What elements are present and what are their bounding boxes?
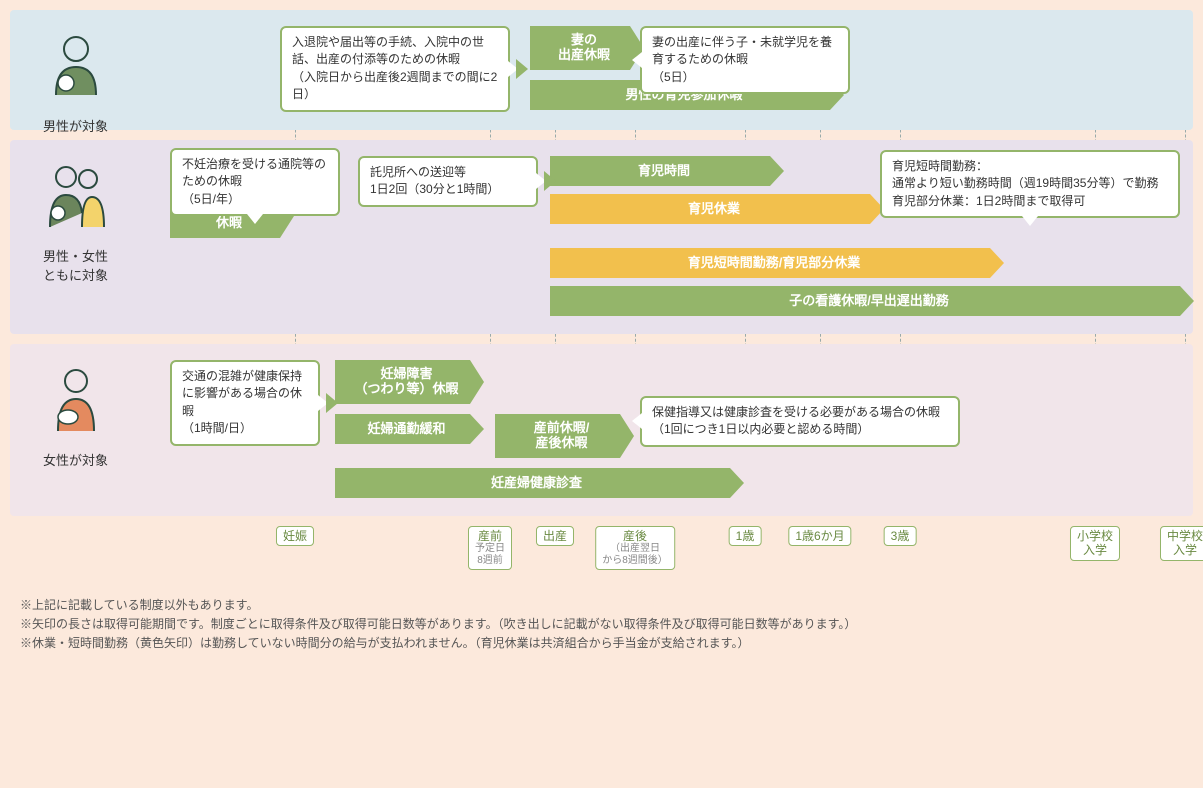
callout: 保健指導又は健康診査を受ける必要がある場合の休暇 （1回につき1日以内必要と認め… [640, 396, 960, 447]
callout: 不妊治療を受ける通院等のための休暇 （5日/年） [170, 148, 340, 216]
note-1: ※上記に記載している制度以外もあります。 [20, 596, 1193, 615]
arrow: 妊婦通勤緩和 [335, 414, 470, 444]
callout: 入退院や届出等の手続、入院中の世話、出産の付添等のための休暇 （入院日から出産後… [280, 26, 510, 112]
rows-male: 妻の 出産休暇男性の育児参加休暇入退院や届出等の手続、入院中の世話、出産の付添等… [140, 26, 1183, 112]
axis-label: 出産 [536, 526, 574, 546]
arrow: 育児短時間勤務/育児部分休業 [550, 248, 990, 278]
section-female: 女性が対象 妊婦障害 （つわり等）休暇妊婦通勤緩和産前休暇/ 産後休暇妊産婦健康… [10, 344, 1193, 516]
aside-both: 男性・女性 ともに対象 [18, 150, 133, 284]
axis-label: 妊娠 [276, 526, 314, 546]
arrow: 妊産婦健康診査 [335, 468, 730, 498]
callout: 託児所への送迎等 1日2回（30分と1時間） [358, 156, 538, 207]
illus-both [31, 150, 121, 240]
arrow-row: 妊産婦健康診査 [140, 468, 1183, 500]
axis-label: 中学校入学 [1160, 526, 1203, 561]
rows-female: 妊婦障害 （つわり等）休暇妊婦通勤緩和産前休暇/ 産後休暇妊産婦健康診査交通の混… [140, 360, 1183, 500]
footnotes: ※上記に記載している制度以外もあります。 ※矢印の長さは取得可能期間です。制度ご… [20, 596, 1193, 654]
axis-label: 産後（出産翌日から8週間後） [595, 526, 675, 570]
aside-both-label: 男性・女性 ともに対象 [18, 246, 133, 284]
arrow-row: 育児短時間勤務/育児部分休業 [140, 248, 1183, 280]
aside-male-label: 男性が対象 [18, 116, 133, 135]
note-2: ※矢印の長さは取得可能期間です。制度ごとに取得条件及び取得可能日数等があります。… [20, 615, 1193, 634]
note-3: ※休業・短時間勤務（黄色矢印）は勤務していない時間分の給与が支払われません。（育… [20, 634, 1193, 653]
aside-male: 男性が対象 [18, 20, 133, 135]
arrow-row: 子の看護休暇/早出遅出勤務 [140, 286, 1183, 318]
illus-female [31, 354, 121, 444]
arrow: 妊婦障害 （つわり等）休暇 [335, 360, 470, 404]
section-both: 男性・女性 ともに対象 育児時間出生サポート 休暇育児休業育児短時間勤務/育児部… [10, 140, 1193, 334]
timeline-axis: 妊娠 産前予定日8週前 出産 産後（出産翌日から8週間後） 1歳 1歳6か月 3歳 小学校入学… [140, 526, 1193, 586]
rows-both: 育児時間出生サポート 休暇育児休業育児短時間勤務/育児部分休業子の看護休暇/早出… [140, 156, 1183, 318]
aside-female-label: 女性が対象 [18, 450, 133, 469]
axis-label: 1歳 [729, 526, 762, 546]
arrow: 産前休暇/ 産後休暇 [495, 414, 620, 458]
axis-label: 3歳 [884, 526, 917, 546]
callout: 育児短時間勤務： 通常より短い勤務時間（週19時間35分等）で勤務 育児部分休業… [880, 150, 1180, 218]
axis-label: 小学校入学 [1070, 526, 1120, 561]
aside-female: 女性が対象 [18, 354, 133, 469]
callout: 交通の混雑が健康保持に影響がある場合の休暇 （1時間/日） [170, 360, 320, 446]
callout: 妻の出産に伴う子・未就学児を養育するための休暇 （5日） [640, 26, 850, 94]
arrow: 妻の 出産休暇 [530, 26, 630, 70]
arrow: 子の看護休暇/早出遅出勤務 [550, 286, 1180, 316]
section-male: 男性が対象 妻の 出産休暇男性の育児参加休暇入退院や届出等の手続、入院中の世話、… [10, 10, 1193, 130]
arrow: 育児時間 [550, 156, 770, 186]
arrow: 育児休業 [550, 194, 870, 224]
axis-label: 産前予定日8週前 [468, 526, 512, 570]
axis-label: 1歳6か月 [788, 526, 851, 546]
chart-container: 男性が対象 妻の 出産休暇男性の育児参加休暇入退院や届出等の手続、入院中の世話、… [10, 10, 1193, 654]
illus-male [31, 20, 121, 110]
